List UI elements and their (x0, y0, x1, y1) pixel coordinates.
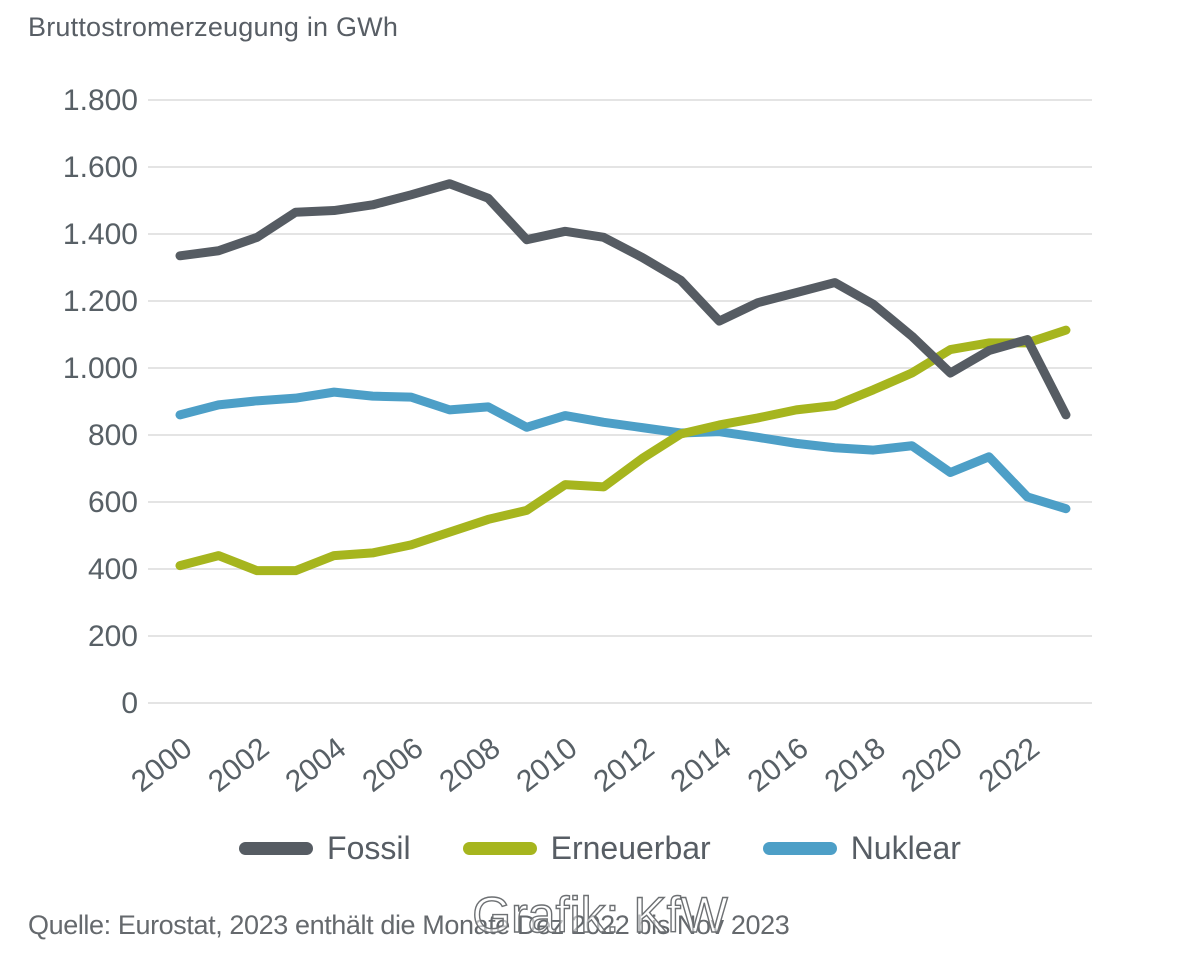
y-tick-label: 1.400 (63, 218, 138, 251)
series-line-nuklear (175, 387, 1071, 514)
legend-swatch-fossil-icon (239, 841, 314, 855)
x-tick-label: 2000 (125, 732, 198, 799)
legend-label-fossil: Fossil (327, 829, 411, 866)
legend-label-nuklear: Nuklear (850, 829, 961, 866)
x-tick-label: 2022 (973, 732, 1046, 799)
x-tick-label: 2012 (588, 732, 661, 799)
x-tick-label: 2020 (896, 732, 969, 799)
y-tick-label: 0 (121, 687, 138, 720)
chart-title: Bruttostromerzeugung in GWh (28, 12, 399, 42)
line-chart: 0 200 400 600 800 1.000 1.200 1.400 1.600 1.800 20… (63, 84, 1092, 799)
y-tick-label: 1.200 (63, 285, 138, 318)
x-tick-label: 2006 (357, 732, 430, 799)
series-line-erneuerbar (175, 325, 1071, 576)
watermark-text: Grafik: KfW (472, 887, 728, 943)
x-tick-label: 2016 (742, 732, 815, 799)
series-line-fossil (175, 179, 1071, 420)
source-note: Quelle: Eurostat, 2023 enthält die Monat… (28, 910, 790, 940)
y-tick-label: 1.800 (63, 84, 138, 117)
y-tick-label: 200 (88, 620, 138, 653)
x-tick-label: 2014 (665, 732, 738, 799)
legend-item-erneuerbar: Erneuerbar (462, 829, 711, 867)
x-tick-label: 2008 (434, 732, 507, 799)
watermark: Grafik: KfW (472, 886, 730, 943)
legend-label-erneuerbar: Erneuerbar (550, 829, 711, 866)
legend-swatch-nuklear-icon (762, 841, 837, 855)
legend-item-nuklear: Nuklear (762, 829, 961, 867)
x-tick-label: 2004 (279, 732, 352, 799)
x-tick-label: 2002 (202, 732, 275, 799)
legend-swatch-erneuerbar-icon (462, 841, 537, 855)
y-axis-tick-labels: 0 200 400 600 800 1.000 1.200 1.400 1.600 1.800 (63, 84, 138, 720)
x-axis-tick-labels: 2000 2002 2004 2006 2008 2010 2012 2014 2016 2018… (125, 732, 1045, 799)
y-tick-label: 1.000 (63, 352, 138, 385)
y-tick-label: 800 (88, 419, 138, 452)
y-tick-label: 1.600 (63, 151, 138, 184)
x-tick-label: 2010 (511, 732, 584, 799)
legend: Fossil Erneuerbar Nuklear (0, 822, 1200, 874)
x-tick-label: 2018 (819, 732, 892, 799)
legend-item-fossil: Fossil (239, 830, 411, 867)
y-tick-label: 400 (88, 553, 138, 586)
y-tick-label: 600 (88, 486, 138, 519)
